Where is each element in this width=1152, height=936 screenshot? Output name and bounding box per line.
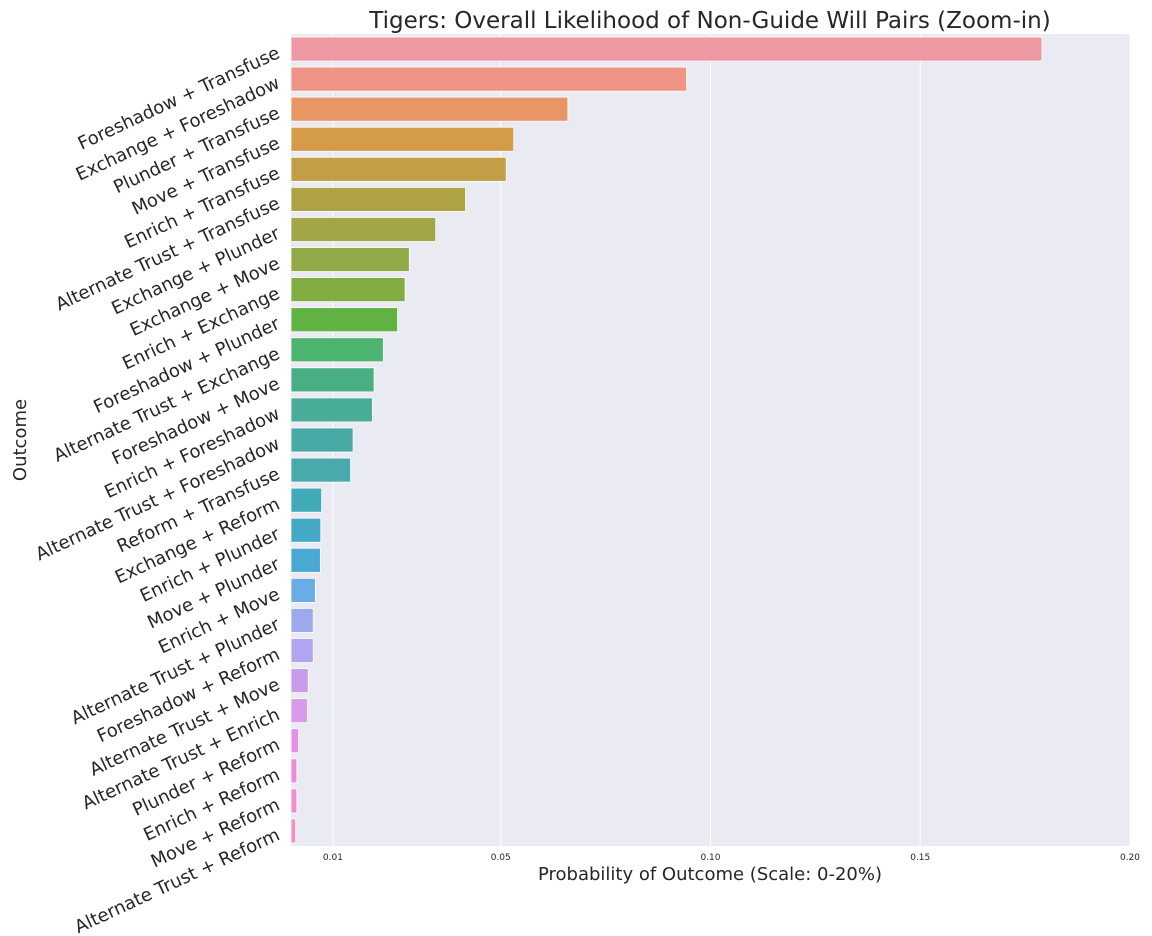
bar	[290, 668, 309, 694]
bar	[290, 247, 410, 272]
bar	[290, 608, 314, 633]
bar	[290, 487, 323, 513]
bar	[290, 217, 437, 242]
bar	[290, 186, 466, 212]
bar	[290, 277, 406, 303]
bar	[290, 36, 1043, 62]
x-tick-label: 0.01	[323, 853, 343, 863]
bar	[290, 577, 316, 603]
x-tick-label: 0.20	[1120, 853, 1140, 863]
bar	[290, 427, 354, 453]
bar	[290, 818, 297, 844]
bar	[290, 337, 384, 363]
bar	[290, 698, 308, 724]
x-tick-labels: 0.01 0.05 0.10 0.15 0.20	[323, 853, 1140, 863]
x-axis-label: Probability of Outcome (Scale: 0-20%)	[538, 864, 882, 885]
bar	[290, 788, 298, 814]
bar	[290, 728, 299, 754]
x-tick-label: 0.05	[491, 853, 511, 863]
bar	[290, 66, 687, 92]
bar	[290, 547, 321, 573]
bar	[290, 126, 515, 152]
x-tick-label: 0.10	[700, 853, 720, 863]
chart-title: Tigers: Overall Likelihood of Non-Guide …	[368, 8, 1050, 34]
bar	[290, 517, 322, 543]
bar	[290, 156, 507, 182]
bar	[290, 638, 314, 663]
bars	[290, 36, 1043, 844]
bar	[290, 397, 373, 423]
bar	[290, 457, 351, 483]
bar	[290, 307, 398, 333]
x-tick-label: 0.15	[910, 853, 930, 863]
bar	[290, 367, 375, 393]
bar	[290, 758, 298, 784]
bar	[290, 96, 569, 122]
y-axis-label: Outcome	[10, 399, 31, 481]
